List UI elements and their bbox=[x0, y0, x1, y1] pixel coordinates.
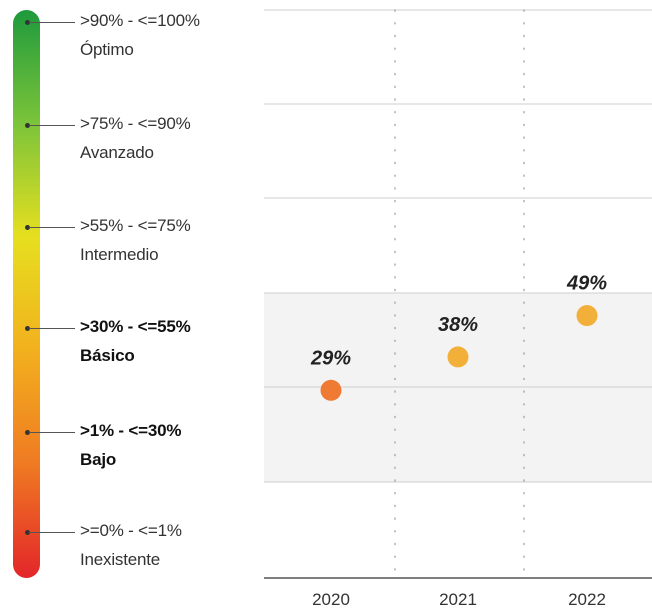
data-label: 38% bbox=[438, 314, 478, 336]
x-tick-label: 2020 bbox=[312, 590, 350, 609]
data-point bbox=[320, 379, 342, 401]
level-range: >30% - <=55% bbox=[80, 317, 191, 336]
level-name: Óptimo bbox=[80, 40, 134, 59]
level-name: Bajo bbox=[80, 450, 117, 469]
level-range: >90% - <=100% bbox=[80, 11, 200, 30]
level-bajo: >1% - <=30% Bajo bbox=[0, 415, 260, 475]
maturity-scale-bar bbox=[13, 10, 40, 578]
level-connector bbox=[29, 125, 75, 126]
level-range: >55% - <=75% bbox=[80, 216, 191, 235]
level-marker-dot bbox=[25, 20, 30, 25]
data-label: 29% bbox=[310, 347, 351, 369]
level-connector bbox=[29, 328, 75, 329]
level-connector bbox=[29, 532, 75, 533]
level-marker-dot bbox=[25, 326, 30, 331]
level-intermedio: >55% - <=75% Intermedio bbox=[0, 210, 260, 270]
data-point bbox=[447, 346, 469, 368]
level-range: >1% - <=30% bbox=[80, 421, 182, 440]
x-tick-label: 2021 bbox=[439, 590, 477, 609]
level-connector bbox=[29, 22, 75, 23]
level-avanzado: >75% - <=90% Avanzado bbox=[0, 108, 260, 168]
level-optimo: >90% - <=100% Óptimo bbox=[0, 5, 260, 65]
level-inexistente: >=0% - <=1% Inexistente bbox=[0, 515, 260, 575]
level-range: >75% - <=90% bbox=[80, 114, 191, 133]
level-marker-dot bbox=[25, 123, 30, 128]
level-marker-dot bbox=[25, 430, 30, 435]
level-name: Inexistente bbox=[80, 550, 161, 569]
level-connector bbox=[29, 227, 75, 228]
level-connector bbox=[29, 432, 75, 433]
level-marker-dot bbox=[25, 225, 30, 230]
x-tick-label: 2022 bbox=[568, 590, 606, 609]
level-basico: >30% - <=55% Básico bbox=[0, 311, 260, 371]
level-name: Intermedio bbox=[80, 245, 159, 264]
level-name: Avanzado bbox=[80, 143, 154, 162]
data-label: 49% bbox=[566, 273, 607, 295]
level-marker-dot bbox=[25, 530, 30, 535]
highlight-band bbox=[264, 387, 652, 482]
level-range: >=0% - <=1% bbox=[80, 521, 182, 540]
level-name: Básico bbox=[80, 346, 135, 365]
data-point bbox=[576, 305, 598, 327]
highlight-band bbox=[264, 293, 652, 387]
